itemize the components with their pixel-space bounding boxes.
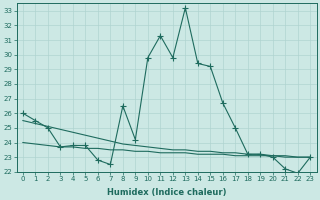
X-axis label: Humidex (Indice chaleur): Humidex (Indice chaleur) [107, 188, 226, 197]
